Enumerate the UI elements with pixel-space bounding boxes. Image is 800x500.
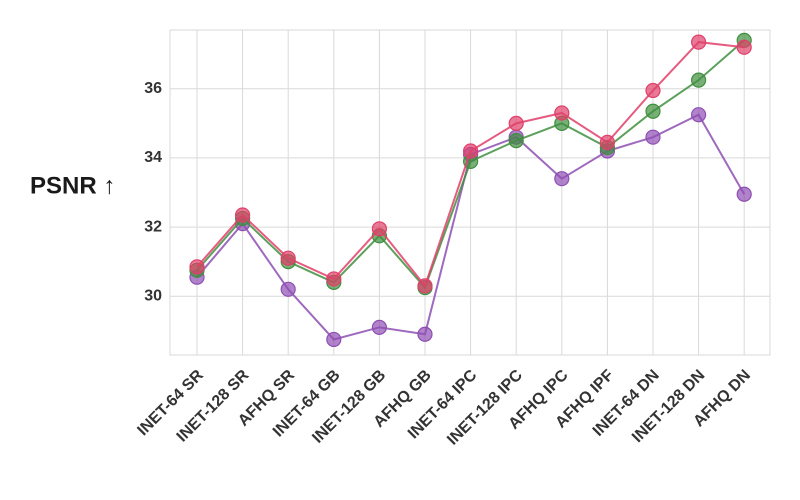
y-axis-label: PSNR ↑ bbox=[30, 172, 115, 199]
data-point bbox=[280, 281, 296, 297]
data-point bbox=[690, 107, 707, 123]
data-point bbox=[235, 207, 251, 223]
data-point bbox=[508, 133, 524, 149]
data-point bbox=[554, 171, 570, 187]
series-3 bbox=[189, 34, 752, 294]
y-tick-label: 30 bbox=[144, 287, 162, 304]
y-tick-labels: 30 32 34 36 bbox=[144, 80, 162, 304]
series-layer bbox=[189, 32, 752, 348]
data-point bbox=[599, 134, 616, 150]
data-point bbox=[690, 72, 707, 88]
data-point bbox=[645, 129, 661, 145]
data-point bbox=[645, 82, 661, 99]
data-point bbox=[736, 186, 752, 202]
data-point bbox=[736, 39, 752, 55]
data-point bbox=[326, 331, 342, 348]
data-point bbox=[417, 278, 433, 294]
data-point bbox=[508, 115, 524, 131]
plot-area bbox=[169, 29, 771, 356]
data-point bbox=[189, 259, 205, 275]
data-point bbox=[554, 105, 570, 121]
data-point bbox=[326, 271, 342, 287]
data-point bbox=[417, 326, 433, 342]
y-tick-label: 32 bbox=[144, 218, 162, 235]
data-point bbox=[690, 34, 707, 50]
data-point bbox=[645, 103, 661, 119]
y-tick-label: 36 bbox=[144, 80, 162, 97]
data-point bbox=[371, 221, 387, 237]
data-point bbox=[371, 319, 387, 335]
plot-frame bbox=[169, 29, 771, 356]
grid-lines bbox=[170, 30, 770, 355]
data-point bbox=[280, 250, 296, 266]
data-point bbox=[463, 143, 479, 159]
y-tick-label: 34 bbox=[144, 149, 162, 166]
